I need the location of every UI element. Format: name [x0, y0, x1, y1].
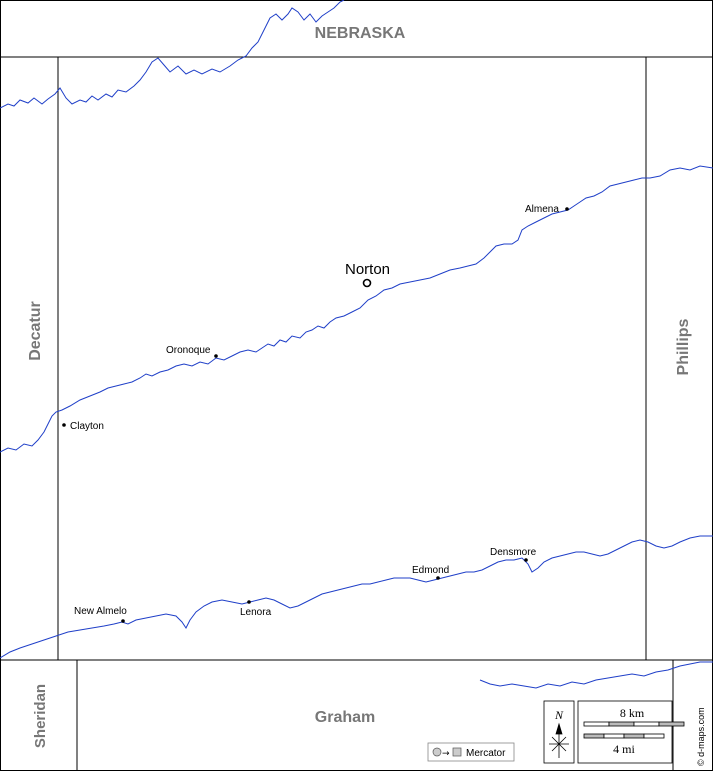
- credit-label: © d-maps.com: [696, 707, 706, 766]
- town-dot-lenora: [247, 600, 251, 604]
- scale-mi-bar: [583, 733, 665, 739]
- scale-bar: 8 km 4 mi: [577, 700, 685, 764]
- town-markers: Almena Oronoque Clayton Densmore Edmond …: [62, 204, 569, 623]
- flat-map-icon: [452, 747, 462, 757]
- scale-km-label: 8 km: [620, 706, 645, 720]
- town-dot-new-almelo: [121, 619, 125, 623]
- town-label-densmore: Densmore: [490, 547, 537, 558]
- town-label-lenora: Lenora: [240, 607, 272, 618]
- town-label-oronoque: Oronoque: [166, 345, 211, 356]
- town-label-clayton: Clayton: [70, 421, 104, 432]
- county-seat-label: Norton: [345, 261, 390, 278]
- neighbor-label-nebraska: NEBRASKA: [315, 25, 406, 42]
- globe-icon: [432, 747, 442, 757]
- town-dot-oronoque: [214, 354, 218, 358]
- scale-bar-box: [577, 700, 673, 764]
- compass-rose-icon: [549, 722, 569, 758]
- arrow-icon: →: [442, 749, 450, 759]
- town-dot-densmore: [524, 558, 528, 562]
- town-dot-clayton: [62, 423, 66, 427]
- county-seat-marker: Norton: [345, 261, 390, 288]
- town-label-new-almelo: New Almelo: [74, 606, 127, 617]
- town-label-edmond: Edmond: [412, 565, 449, 576]
- town-dot-almena: [565, 207, 569, 211]
- projection-label: Mercator: [466, 748, 506, 759]
- scale-km-bar: [583, 721, 685, 727]
- neighbor-label-decatur: Decatur: [27, 301, 44, 361]
- compass-north-label: N: [554, 708, 564, 722]
- projection-frame: [427, 742, 515, 762]
- river-sappa-creek: [0, 0, 345, 109]
- rivers: [0, 0, 713, 689]
- river-solomon-river: [0, 535, 713, 659]
- neighbor-label-graham: Graham: [315, 709, 375, 726]
- county-seat-icon: [362, 278, 372, 288]
- neighbor-label-sheridan: Sheridan: [32, 684, 49, 748]
- county-boundaries: [0, 56, 713, 771]
- scale-mi-label: 4 mi: [613, 742, 635, 756]
- projection-box: → Mercator: [427, 742, 515, 762]
- river-prairie-dog-creek: [0, 165, 713, 453]
- town-label-almena: Almena: [525, 204, 559, 215]
- town-dot-edmond: [436, 576, 440, 580]
- neighbor-label-phillips: Phillips: [675, 318, 692, 375]
- compass: N: [543, 700, 575, 764]
- river-south-fork-solomon: [479, 661, 713, 689]
